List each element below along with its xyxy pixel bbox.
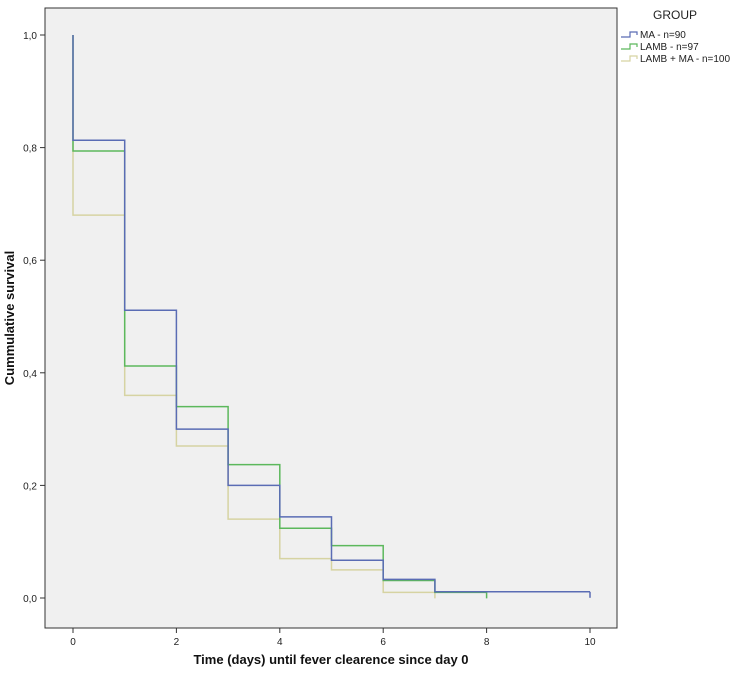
legend-swatch <box>621 43 638 50</box>
y-tick-label: 0,4 <box>23 369 37 380</box>
y-tick-label: 1,0 <box>23 31 37 42</box>
legend-title: GROUP <box>653 8 697 22</box>
y-tick-label: 0,8 <box>23 144 37 155</box>
x-tick-label: 10 <box>584 637 596 648</box>
x-tick-label: 8 <box>484 637 490 648</box>
y-tick-label: 0,6 <box>23 256 37 267</box>
legend-swatch <box>621 55 638 62</box>
legend-entry: LAMB + MA - n=100 <box>640 54 730 65</box>
survival-line-ma <box>72 35 590 593</box>
x-tick-label: 0 <box>70 637 76 648</box>
legend-swatch <box>621 31 638 38</box>
x-tick-label: 4 <box>277 637 283 648</box>
legend-entry: MA - n=90 <box>640 30 686 41</box>
x-tick-label: 2 <box>174 637 180 648</box>
y-tick-label: 0,0 <box>23 594 37 605</box>
legend-entry: LAMB - n=97 <box>640 42 699 53</box>
y-axis-label: Cummulative survival <box>2 251 17 385</box>
y-tick-label: 0,2 <box>23 481 37 492</box>
x-tick-label: 6 <box>380 637 386 648</box>
x-axis-label: Time (days) until fever clearence since … <box>193 652 468 667</box>
